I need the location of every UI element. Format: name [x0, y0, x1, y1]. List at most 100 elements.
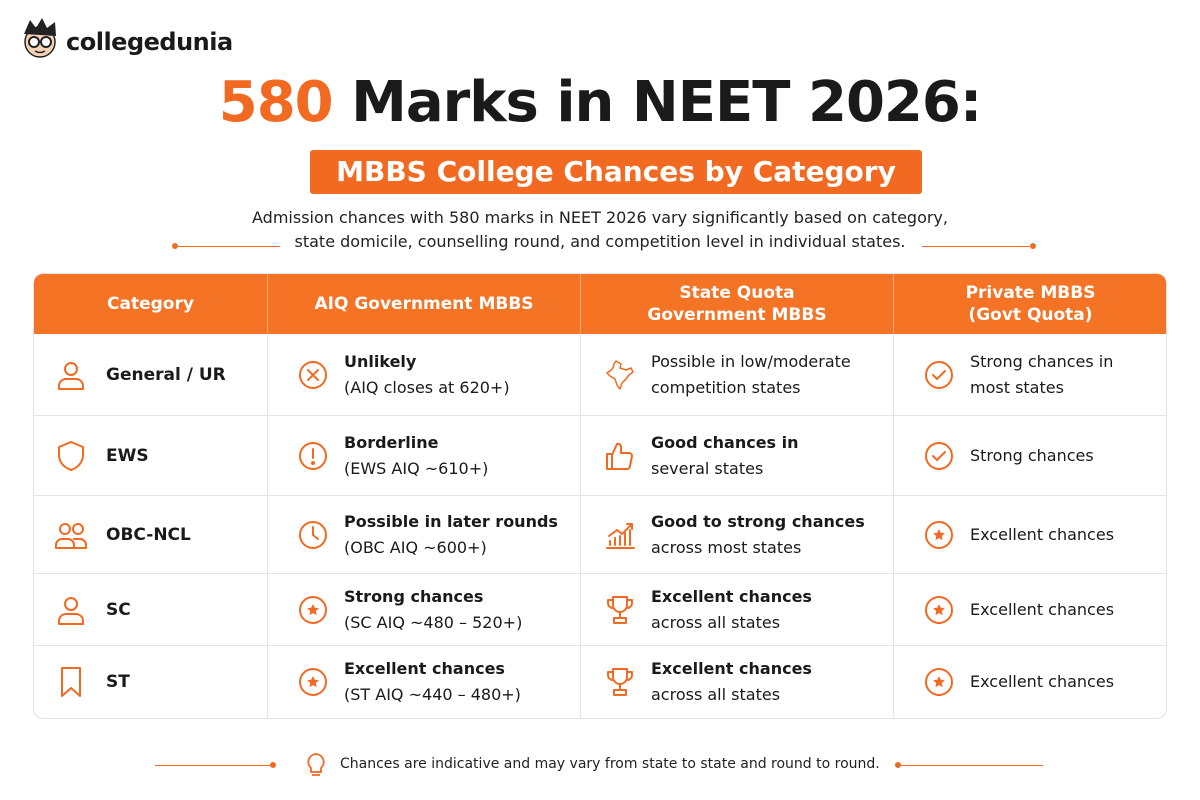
cell-title: Excellent chances	[344, 659, 505, 678]
icon	[606, 522, 635, 549]
cell-text: Excellent chances	[970, 669, 1114, 695]
table-cell: Excellent chances	[894, 646, 1166, 718]
category-cell: SC	[34, 574, 268, 646]
header-cell: Private MBBS (Govt Quota)	[894, 274, 1166, 334]
header-text: (Govt Quota)	[968, 305, 1093, 325]
cell-detail: across all states	[651, 612, 781, 632]
cell-title: Possible in later rounds	[344, 511, 558, 531]
cell-text: Possible in low/moderate competition stat…	[651, 349, 851, 401]
cell-detail: several states	[651, 458, 764, 478]
category-label: EWS	[106, 445, 149, 466]
cell-title: Excellent chances	[651, 659, 812, 678]
icon	[61, 667, 81, 697]
category-cell: ST	[34, 646, 268, 718]
icon	[58, 596, 84, 625]
cell-detail: Excellent chances	[970, 672, 1115, 691]
cell-title: Good chances in	[651, 432, 799, 452]
divider	[178, 246, 280, 247]
header-text: Government MBBS	[647, 305, 827, 325]
table-cell: Borderline (EWS AIQ ~610+)	[268, 416, 581, 496]
icon	[58, 440, 84, 471]
icon	[299, 595, 327, 624]
table-cell: Strong chances in most states	[894, 334, 1166, 416]
cell-detail: most states	[970, 377, 1064, 397]
bulb-icon	[307, 753, 325, 776]
cell-title: Strong chances	[344, 586, 484, 606]
header-text: State Quota	[679, 283, 795, 303]
cell-text: Possible in later rounds (OBC AIQ ~600+)	[344, 509, 558, 561]
cell-detail: (SC AIQ ~480 – 520+)	[344, 612, 523, 632]
subtitle: MBBS College Chances by Category	[310, 150, 922, 194]
cell-text: Good to strong chances across most states	[651, 509, 865, 561]
cell-detail: competition states	[651, 377, 801, 397]
cell-detail: Excellent chances	[970, 524, 1115, 544]
cell-title: Excellent chances	[651, 586, 812, 606]
icon	[607, 595, 633, 624]
cell-title: Good to strong chances	[651, 511, 865, 531]
table-cell: Strong chances (SC AIQ ~480 – 520+)	[268, 574, 581, 646]
cell-detail: Strong chances in	[970, 351, 1114, 371]
icon	[299, 441, 327, 470]
icon	[58, 361, 84, 390]
table-cell: Unlikely (AIQ closes at 620+)	[268, 334, 581, 416]
cell-text: Strong chances in most states	[970, 349, 1113, 401]
cell-detail: (EWS AIQ ~610+)	[344, 458, 489, 478]
icon	[299, 360, 327, 389]
table-cell: Good to strong chances across most states	[581, 496, 894, 574]
cell-detail: Strong chances	[970, 445, 1094, 465]
cell-detail: Excellent chances	[970, 599, 1115, 619]
cell-text: Excellent chances across all states	[651, 584, 812, 636]
divider-dot	[1030, 243, 1036, 249]
cell-detail: (AIQ closes at 620+)	[344, 377, 510, 397]
icon	[607, 668, 633, 696]
category-cell: General / UR	[34, 334, 268, 416]
title: 580 Marks in NEET 2026:	[0, 70, 1200, 135]
cell-text: Strong chances (SC AIQ ~480 – 520+)	[344, 584, 522, 636]
icon	[55, 522, 87, 549]
table-cell: Strong chances	[894, 416, 1166, 496]
cell-text: Excellent chances	[970, 597, 1114, 623]
description-line: Admission chances with 580 marks in NEET…	[252, 208, 948, 227]
category-cell: EWS	[34, 416, 268, 496]
divider	[155, 765, 270, 766]
cell-text: Good chances in several states	[651, 430, 799, 482]
cell-text: Strong chances	[970, 443, 1094, 469]
category-label: SC	[106, 599, 131, 620]
table-cell: Excellent chances	[894, 496, 1166, 574]
title-highlight: 580	[218, 70, 334, 135]
divider-dot	[895, 762, 901, 768]
description: Admission chances with 580 marks in NEET…	[0, 206, 1200, 254]
header-cell: Category	[34, 274, 268, 334]
divider	[901, 765, 1043, 766]
cell-text: Excellent chances	[970, 522, 1114, 548]
table-cell: Excellent chances (ST AIQ ~440 – 480+)	[268, 646, 581, 718]
description-line: state domicile, counselling round, and c…	[294, 232, 906, 251]
table-cell: Possible in later rounds (OBC AIQ ~600+)	[268, 496, 581, 574]
category-label: OBC-NCL	[106, 524, 191, 545]
cell-detail: across all states	[651, 685, 781, 704]
divider-dot	[172, 243, 178, 249]
table-cell: Excellent chances	[894, 574, 1166, 646]
logo-icon	[24, 18, 56, 58]
cell-detail: Possible in low/moderate	[651, 351, 851, 371]
footnote: Chances are indicative and may vary from…	[340, 756, 880, 772]
cell-detail: (ST AIQ ~440 – 480+)	[344, 685, 521, 704]
icon	[925, 360, 953, 389]
header-cell: State Quota Government MBBS	[581, 274, 894, 334]
cell-title: Unlikely	[344, 351, 417, 371]
header-text: Private MBBS	[965, 283, 1096, 303]
table-cell: Good chances in several states	[581, 416, 894, 496]
icon	[925, 595, 953, 624]
icon	[925, 441, 953, 470]
icon	[606, 359, 634, 390]
category-label: General / UR	[106, 364, 226, 385]
title-text: Marks in NEET 2026:	[351, 70, 982, 135]
icon	[606, 442, 633, 470]
category-label: ST	[106, 672, 130, 692]
icon	[925, 520, 953, 549]
table-cell: Possible in low/moderate competition stat…	[581, 334, 894, 416]
cell-text: Excellent chances across all states	[651, 656, 812, 708]
divider-dot	[270, 762, 276, 768]
cell-text: Unlikely (AIQ closes at 620+)	[344, 349, 510, 401]
